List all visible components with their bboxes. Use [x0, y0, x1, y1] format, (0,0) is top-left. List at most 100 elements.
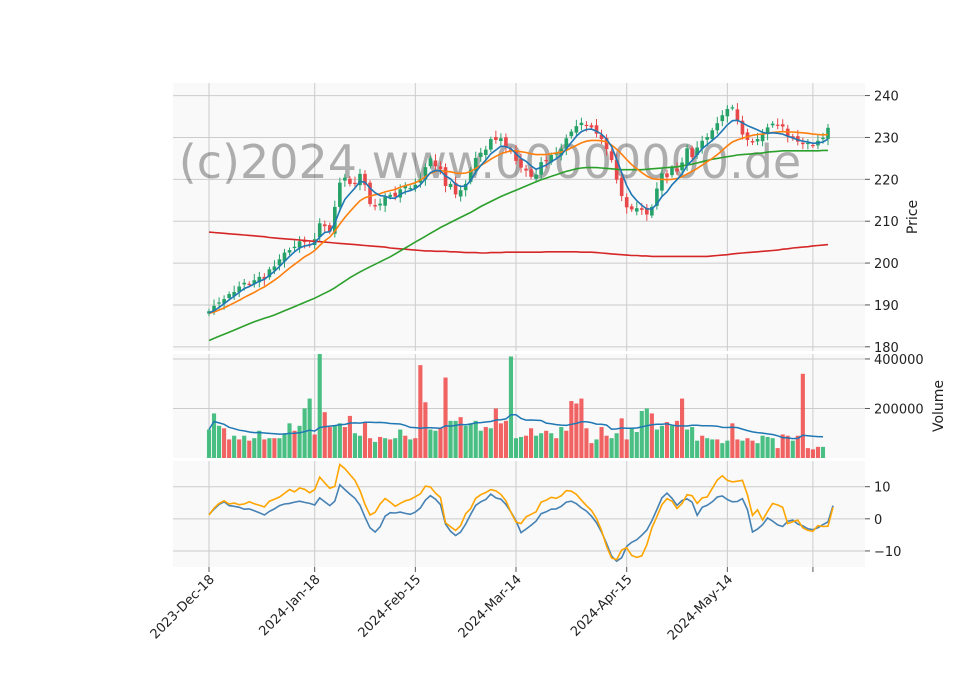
candle-body	[403, 186, 408, 189]
volume-bar	[332, 425, 337, 458]
volume-bar	[805, 448, 810, 458]
volume-bar	[362, 422, 368, 458]
price-y-tick-label: 220	[874, 173, 899, 188]
candle-body	[327, 225, 332, 232]
candle-body	[730, 107, 735, 109]
volume-bar	[206, 429, 212, 458]
candle-body	[740, 120, 745, 135]
volume-bar	[322, 412, 327, 458]
candle-body	[735, 109, 740, 121]
volume-bar	[815, 446, 820, 458]
volume-bar	[705, 438, 710, 458]
candle-body	[433, 160, 438, 167]
volume-bar	[232, 435, 237, 458]
price-y-tick-label: 190	[874, 299, 899, 314]
candle-body	[589, 125, 594, 128]
volume-bar	[629, 428, 634, 458]
volume-bar	[559, 427, 564, 458]
candle-body	[282, 252, 287, 262]
volume-bar	[483, 427, 488, 458]
candle-body	[574, 126, 579, 133]
volume-bar	[765, 436, 770, 458]
candle-body	[267, 269, 272, 278]
candle-body	[363, 173, 367, 185]
volume-bar	[609, 438, 614, 458]
volume-bar	[342, 427, 347, 458]
candle-body	[675, 168, 679, 172]
volume-bar	[529, 428, 534, 458]
volume-bar	[448, 420, 453, 458]
volume-bar	[367, 438, 373, 458]
candle-body	[775, 124, 780, 126]
volume-bar	[649, 413, 654, 458]
volume-bar	[373, 441, 378, 458]
candle-body	[348, 178, 352, 184]
candle-body	[247, 283, 252, 285]
volume-bar	[473, 420, 478, 458]
candle-body	[257, 276, 262, 283]
candle-body	[322, 224, 327, 227]
candle-body	[609, 151, 614, 161]
ma-short-line	[208, 119, 829, 314]
volume-bar	[513, 438, 519, 458]
volume-bar	[750, 440, 755, 458]
candle-body	[529, 169, 533, 177]
volume-bar	[418, 365, 423, 458]
moving-averages	[208, 119, 829, 342]
candle-body	[448, 183, 453, 188]
candle-body	[478, 152, 483, 157]
volume-bar	[810, 449, 815, 458]
volume-bar	[408, 439, 413, 458]
price-y-tick-label: 240	[874, 90, 899, 105]
volume-bar	[277, 438, 282, 458]
candle-body	[619, 177, 624, 197]
volume-bar	[579, 398, 584, 458]
volume-bar	[624, 439, 629, 458]
volume-bar	[518, 436, 524, 458]
candle-body	[232, 291, 236, 297]
volume-bar	[327, 427, 332, 458]
volume-bar	[599, 427, 604, 458]
volume-bar	[574, 403, 579, 458]
price-y-tick-label: 230	[874, 131, 899, 146]
volume-bar	[287, 423, 292, 458]
volume-bar	[785, 435, 790, 458]
price-axis-label: Price	[905, 200, 921, 234]
volume-bar	[378, 436, 383, 458]
candle-body	[685, 148, 689, 165]
volume-bar	[357, 435, 363, 458]
candle-body	[489, 139, 493, 150]
volume-bar	[564, 430, 569, 458]
volume-bar	[820, 446, 826, 458]
ma-200-line	[208, 231, 829, 258]
volume-bar	[438, 428, 443, 458]
candle-body	[519, 158, 523, 168]
volume-bar	[569, 401, 574, 458]
candle-body	[569, 131, 574, 137]
volume-bar	[458, 417, 463, 458]
volume-bar	[700, 435, 705, 458]
candle-body	[317, 223, 322, 238]
volume-bar	[423, 402, 428, 458]
candle-body	[287, 250, 292, 253]
volume-bar	[745, 438, 750, 458]
candle-body	[423, 167, 428, 180]
volume-bar	[725, 440, 730, 458]
oscillator-lines	[208, 463, 834, 563]
price-y-tick-label: 210	[874, 215, 899, 230]
volume-bar	[523, 435, 529, 458]
candle-body	[468, 169, 473, 182]
candle-body	[383, 196, 387, 206]
volume-bar	[760, 435, 765, 458]
volume-bar	[735, 439, 740, 458]
candle-body	[453, 182, 458, 195]
candle-body	[755, 139, 760, 142]
volume-bar	[770, 438, 775, 458]
candle-body	[227, 294, 231, 299]
candle-body	[353, 182, 357, 185]
candle-body	[750, 140, 755, 143]
volume-bar	[695, 440, 700, 458]
volume-bar	[272, 438, 277, 458]
volume-bar	[282, 433, 287, 458]
